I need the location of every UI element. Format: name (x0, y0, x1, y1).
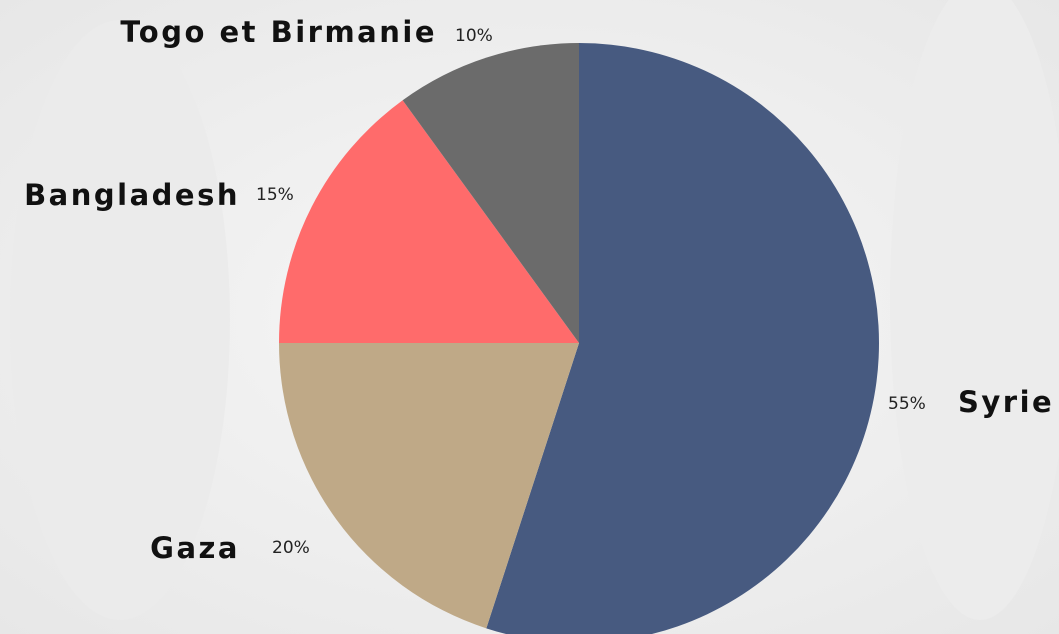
slice-percent: 15% (256, 185, 294, 205)
pie-slice (279, 100, 579, 344)
slice-label: Syrie (958, 385, 1054, 419)
slice-label: Togo et Birmanie (120, 15, 437, 49)
pie-slice (402, 43, 579, 343)
slice-percent: 10% (455, 26, 493, 46)
pie-slice (279, 343, 579, 629)
background-shape (890, 0, 1059, 620)
pie-slice (486, 43, 879, 634)
slice-label: Gaza (150, 531, 240, 565)
background-shape (10, 20, 230, 620)
slice-percent: 20% (272, 538, 310, 558)
slice-percent: 55% (888, 394, 926, 414)
slice-label: Bangladesh (24, 178, 240, 212)
